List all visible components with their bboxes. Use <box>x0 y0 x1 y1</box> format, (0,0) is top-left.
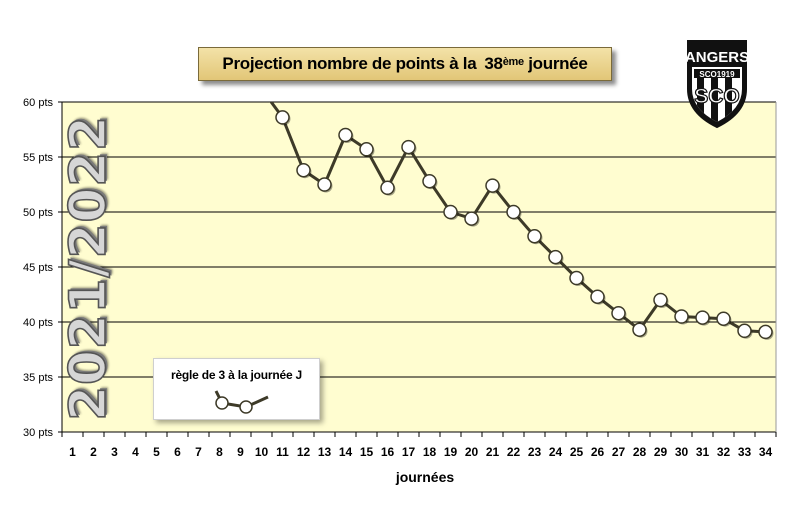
y-tick-label: 60 pts <box>23 97 53 109</box>
data-point <box>485 178 500 193</box>
data-point <box>443 204 458 220</box>
data-point <box>422 173 437 189</box>
x-tick-label: 17 <box>402 445 416 459</box>
x-tick-label: 19 <box>444 445 458 459</box>
x-tick-label: 27 <box>612 445 626 459</box>
x-tick-label: 15 <box>360 445 374 459</box>
y-tick-label: 50 pts <box>23 207 53 219</box>
x-tick-label: 22 <box>507 445 521 459</box>
x-tick-label: 8 <box>216 445 223 459</box>
data-point <box>737 323 752 339</box>
season-label: 2021/2022 <box>58 114 118 421</box>
data-point <box>317 177 332 192</box>
data-point <box>653 292 668 308</box>
x-tick-label: 31 <box>696 445 710 459</box>
x-tick-label: 14 <box>339 445 353 459</box>
data-point <box>758 324 773 340</box>
x-tick-label: 34 <box>759 445 773 459</box>
data-point <box>716 311 731 326</box>
x-tick-label: 29 <box>654 445 668 459</box>
x-tick-label: 3 <box>111 445 118 459</box>
x-tick-label: 10 <box>255 445 269 459</box>
data-point <box>380 180 395 196</box>
x-tick-label: 23 <box>528 445 542 459</box>
y-tick-label: 55 pts <box>23 152 53 164</box>
x-tick-label: 11 <box>276 445 289 459</box>
data-point <box>590 289 605 304</box>
title-ordinal: 38 <box>484 54 503 73</box>
legend-sample-line <box>214 390 269 414</box>
logo-text: SCO1919 <box>699 70 735 79</box>
data-point <box>674 309 689 324</box>
x-tick-label: 18 <box>423 445 437 459</box>
title-prefix: Projection nombre de points à la <box>222 54 477 73</box>
data-point <box>338 127 353 143</box>
title-suffix: journée <box>528 54 588 73</box>
data-point <box>506 204 521 220</box>
x-tick-label: 4 <box>132 445 139 459</box>
data-point <box>695 310 710 325</box>
club-logo: ANGERS SCO1919 SCO <box>685 40 749 129</box>
series-projection <box>269 102 774 340</box>
data-point <box>359 142 374 157</box>
x-tick-label: 7 <box>195 445 202 459</box>
x-tick-label: 1 <box>69 445 76 459</box>
y-tick-label: 40 pts <box>23 317 53 329</box>
x-tick-label: 28 <box>633 445 647 459</box>
data-point <box>275 110 290 125</box>
x-tick-label: 26 <box>591 445 605 459</box>
data-point <box>632 322 647 337</box>
x-tick-label: 2 <box>90 445 97 459</box>
legend: règle de 3 à la journée J <box>153 358 320 420</box>
x-tick-label: 13 <box>318 445 332 459</box>
axes <box>61 102 777 437</box>
x-tick-labels: 1 2 3 4 5 6 7 8 9 10 11 12 13 14 15 16 17 18 19 20 21 22 23 24 2… <box>69 445 772 459</box>
logo-letters: SCO <box>694 85 740 108</box>
legend-label: règle de 3 à la journée J <box>170 368 303 382</box>
y-tick-label: 35 pts <box>23 372 53 384</box>
x-tick-label: 20 <box>465 445 479 459</box>
chart-title: Projection nombre de points à la 38 ème j… <box>198 47 612 81</box>
x-tick-label: 30 <box>675 445 689 459</box>
legend-marker <box>239 400 253 414</box>
title-superscript: ème <box>502 56 524 68</box>
series-clip-group <box>269 102 774 340</box>
y-tick-label: 30 pts <box>23 427 53 439</box>
x-tick-label: 5 <box>153 445 160 459</box>
data-point <box>611 305 626 321</box>
x-axis-label: journées <box>395 469 455 485</box>
data-point <box>569 270 584 286</box>
y-tick-labels: 30 pts 35 pts 40 pts 45 pts 50 pts 55 pts 60 p… <box>23 97 53 439</box>
data-point <box>296 162 311 178</box>
x-tick-label: 16 <box>381 445 395 459</box>
x-tick-label: 25 <box>570 445 584 459</box>
legend-marker <box>215 396 229 410</box>
x-tick-label: 12 <box>297 445 311 459</box>
x-tick-label: 6 <box>174 445 181 459</box>
data-point <box>464 211 479 226</box>
data-point <box>401 139 416 155</box>
x-tick-label: 21 <box>486 445 500 459</box>
x-tick-label: 9 <box>237 445 244 459</box>
x-tick-label: 33 <box>738 445 752 459</box>
data-point <box>527 228 542 244</box>
data-point <box>548 249 563 265</box>
x-tick-label: 24 <box>549 445 563 459</box>
y-tick-label: 45 pts <box>23 262 53 274</box>
logo-name: ANGERS <box>685 49 749 66</box>
x-tick-label: 32 <box>717 445 731 459</box>
